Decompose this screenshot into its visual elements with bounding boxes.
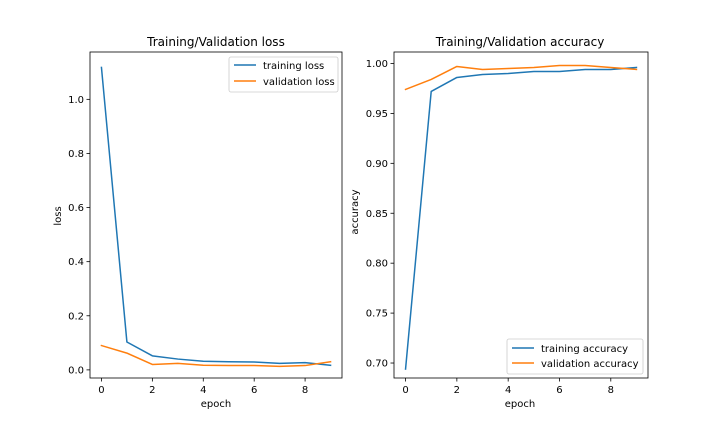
accuracy-chart-ytick-label: 0.70 (366, 359, 388, 370)
accuracy-chart-ytick-label: 0.90 (366, 159, 388, 170)
accuracy-chart-ytick-label: 1.00 (366, 59, 388, 70)
loss-chart-xtick-label: 6 (251, 385, 257, 396)
loss-chart-xtick-label: 0 (98, 385, 104, 396)
loss-chart: Training/Validation loss epoch loss 0 2 4 6… (53, 35, 343, 410)
legend-label-validation-loss: validation loss (263, 77, 335, 88)
accuracy-chart-legend-box (506, 338, 644, 375)
accuracy-chart-lines (404, 64, 638, 370)
loss-chart-ytick-label: 0.2 (68, 311, 84, 322)
series-line-training-loss (100, 66, 332, 367)
accuracy-chart-xtick-label: 8 (608, 385, 614, 396)
legend-label-training-loss: training loss (263, 61, 324, 72)
accuracy-chart-xtick-label: 4 (505, 385, 511, 396)
accuracy-chart-ytick-label: 0.95 (366, 109, 388, 120)
series-line-training-accuracy (404, 66, 638, 370)
accuracy-chart-xlabel: epoch (505, 399, 535, 410)
accuracy-chart-ytick-label: 0.75 (366, 309, 388, 320)
series-line-validation-loss (100, 344, 332, 368)
series-line-validation-accuracy (404, 64, 638, 91)
accuracy-chart-xtick-label: 6 (556, 385, 562, 396)
loss-chart-ytick-label: 0.8 (68, 149, 84, 160)
loss-chart-ytick-label: 0.0 (68, 365, 84, 376)
loss-chart-ytick-label: 0.4 (68, 257, 84, 268)
loss-chart-xtick-label: 8 (302, 385, 308, 396)
legend-label-validation-accuracy: validation accuracy (541, 359, 639, 370)
accuracy-chart-ticks: 0 2 4 6 8 0.70 0.75 0.80 0.85 0.90 0.95 1.00 (366, 59, 614, 396)
loss-chart-xlabel: epoch (201, 399, 231, 410)
accuracy-chart-ylabel: accuracy (350, 189, 361, 234)
accuracy-chart-xtick-label: 2 (454, 385, 460, 396)
accuracy-chart-title: Training/Validation accuracy (435, 35, 605, 49)
loss-chart-axes-frame (89, 51, 343, 379)
loss-chart-xtick-label: 2 (149, 385, 155, 396)
accuracy-chart: Training/Validation accuracy epoch accur… (350, 35, 649, 410)
accuracy-chart-ytick-label: 0.80 (366, 259, 388, 270)
accuracy-chart-legend: training accuracy validation accuracy (506, 338, 644, 375)
accuracy-chart-axes-frame (393, 51, 649, 379)
loss-chart-xtick-label: 4 (200, 385, 206, 396)
accuracy-chart-xtick-label: 0 (402, 385, 408, 396)
loss-chart-ytick-label: 1.0 (68, 95, 84, 106)
loss-chart-legend: training loss validation loss (228, 56, 339, 93)
loss-chart-title: Training/Validation loss (146, 35, 285, 49)
loss-chart-ylabel: loss (53, 206, 64, 225)
loss-chart-ticks: 0 2 4 6 8 0.0 0.2 0.4 0.6 0.8 1.0 (68, 95, 308, 396)
loss-chart-legend-box (228, 56, 339, 93)
loss-chart-lines (100, 66, 332, 368)
accuracy-chart-ytick-label: 0.85 (366, 209, 388, 220)
loss-chart-ytick-label: 0.6 (68, 203, 84, 214)
legend-label-training-accuracy: training accuracy (541, 344, 628, 355)
